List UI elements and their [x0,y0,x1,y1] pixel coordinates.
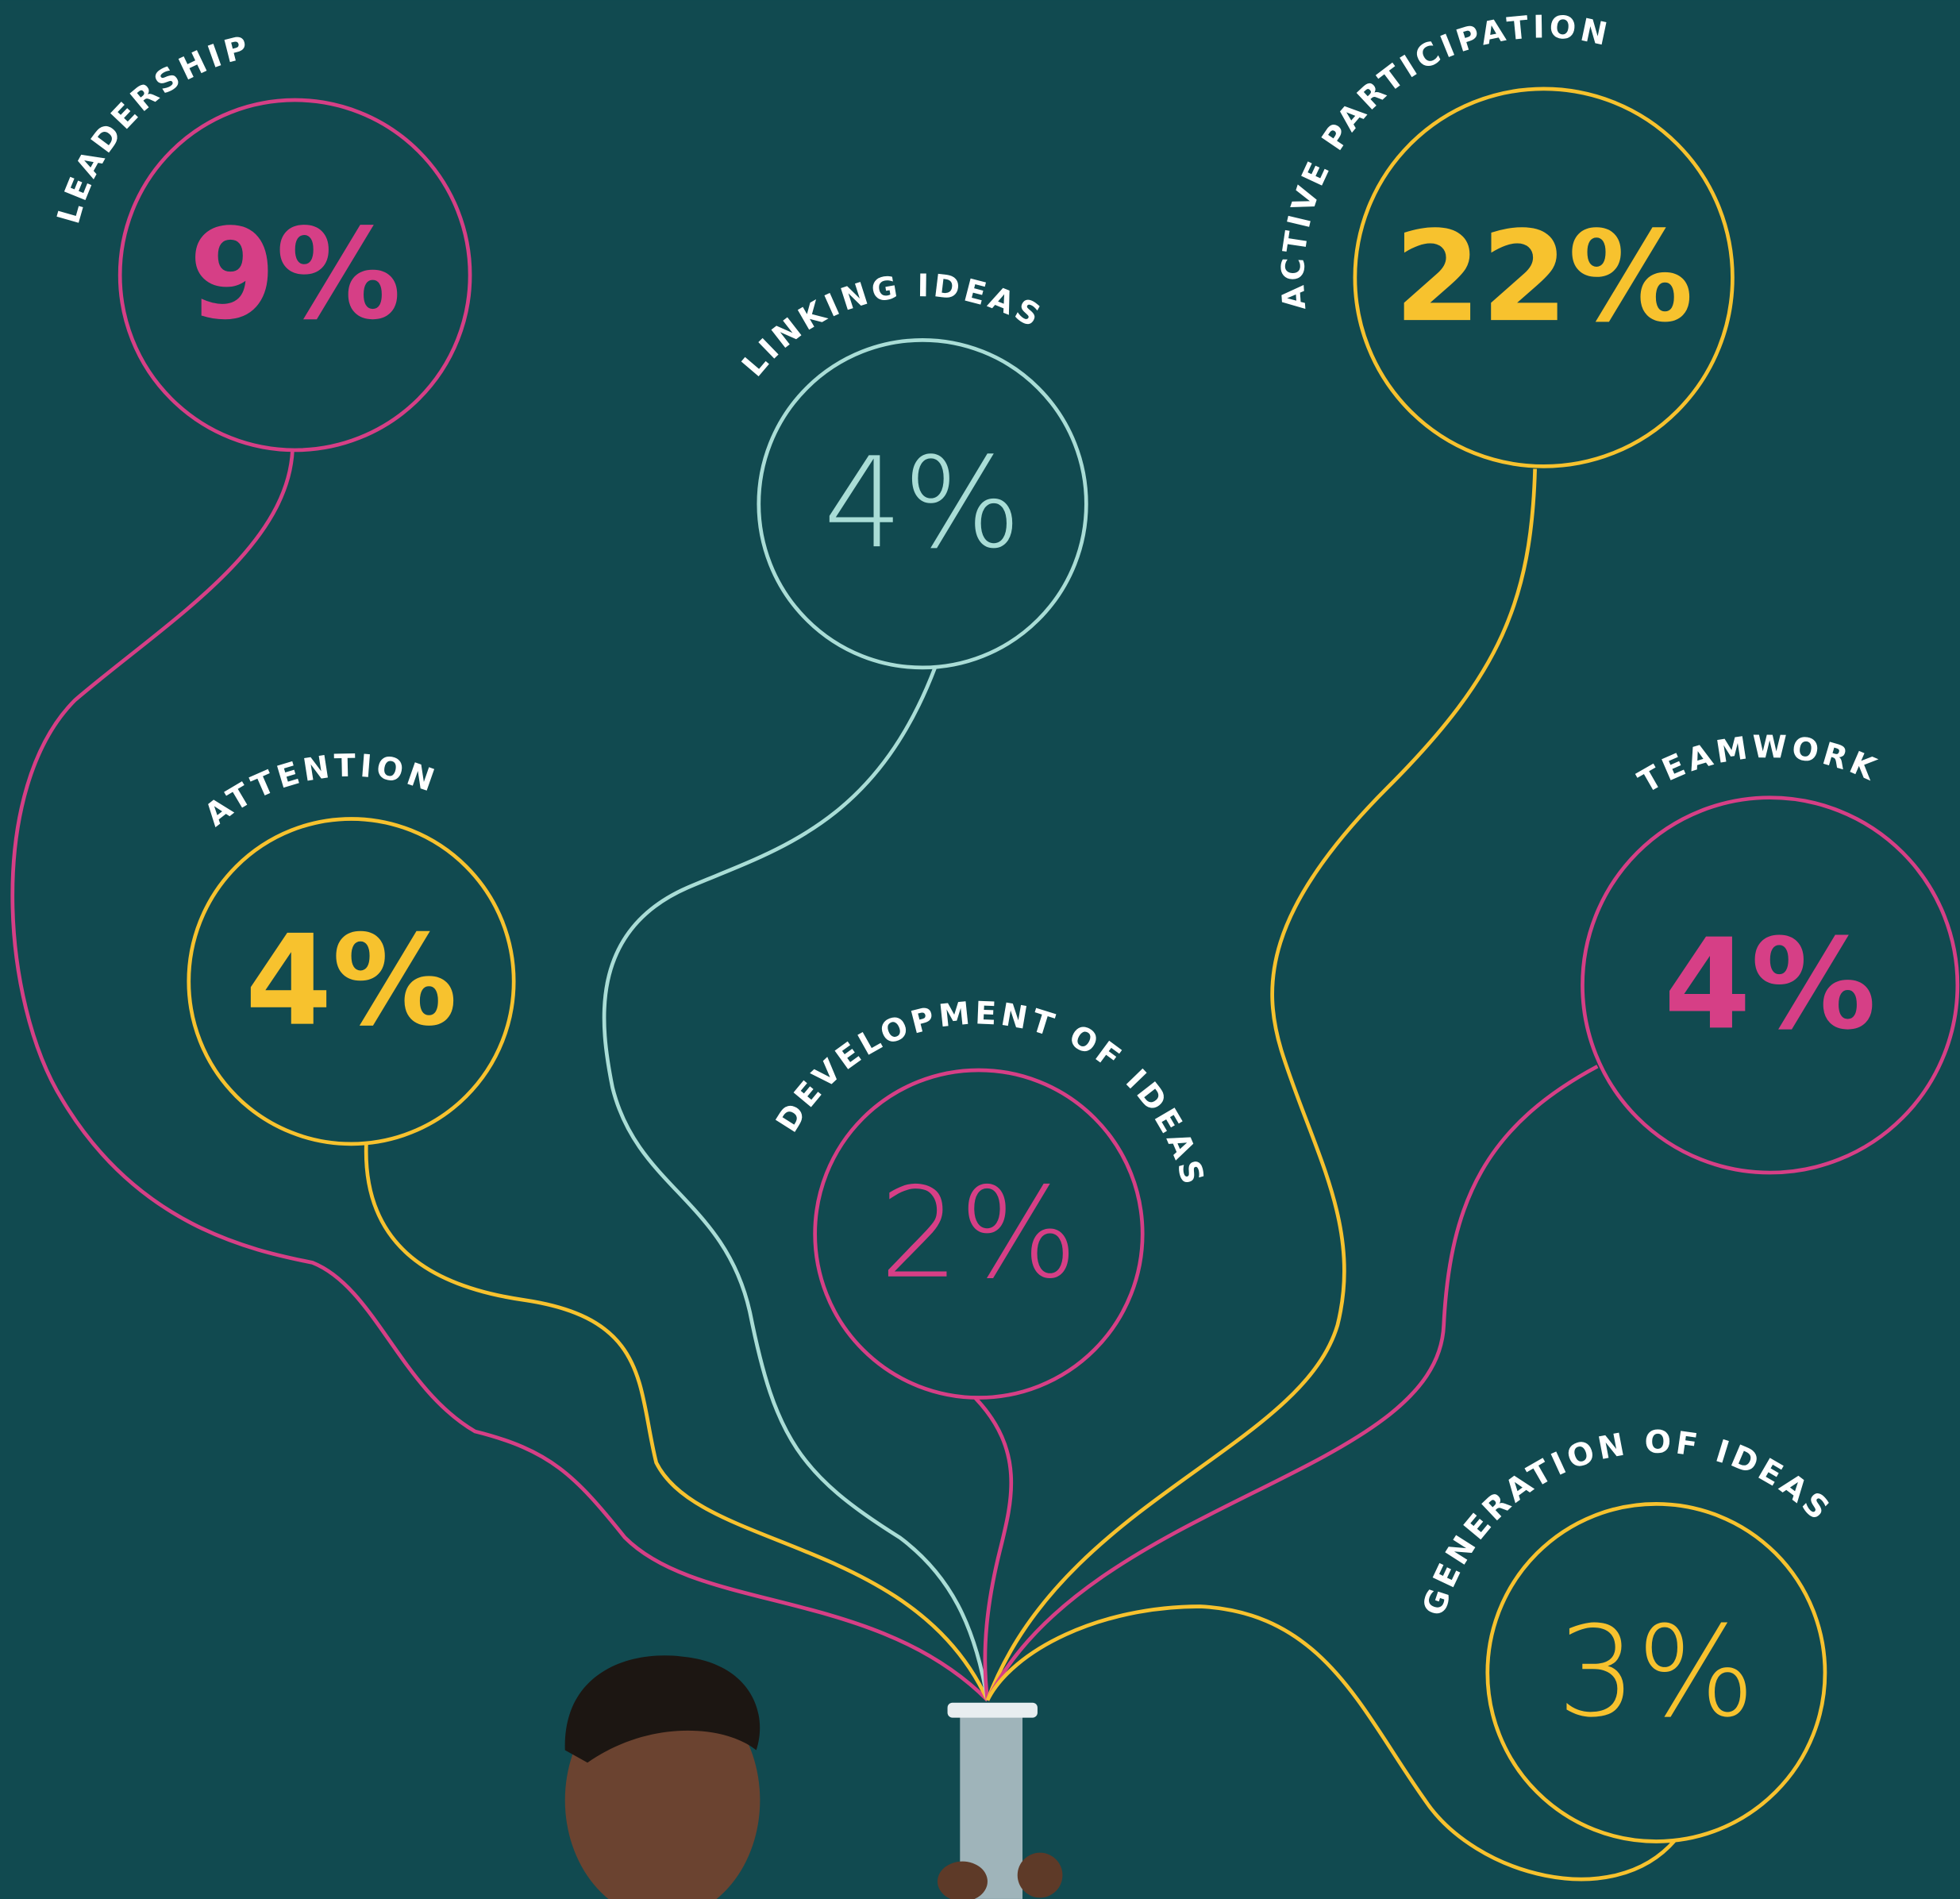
bubble-value: 2% [880,1161,1078,1307]
bubble-value: 9% [189,202,401,348]
bubble-value: 3% [1557,1600,1755,1745]
bubble-value: 4% [1664,912,1876,1057]
bubble-value: 22% [1394,205,1693,350]
page: {"items": [ {"label": "LEADERSHIP", "val… [0,0,1960,1899]
bubble-value: 4% [823,431,1022,576]
bubble-value: 4% [245,909,457,1054]
hand [1018,1853,1063,1898]
test-tube-rim [948,1703,1038,1718]
infographic: LEADERSHIP9%LINKING IDEAS4%ACTIVE PARTIC… [0,0,1960,1899]
